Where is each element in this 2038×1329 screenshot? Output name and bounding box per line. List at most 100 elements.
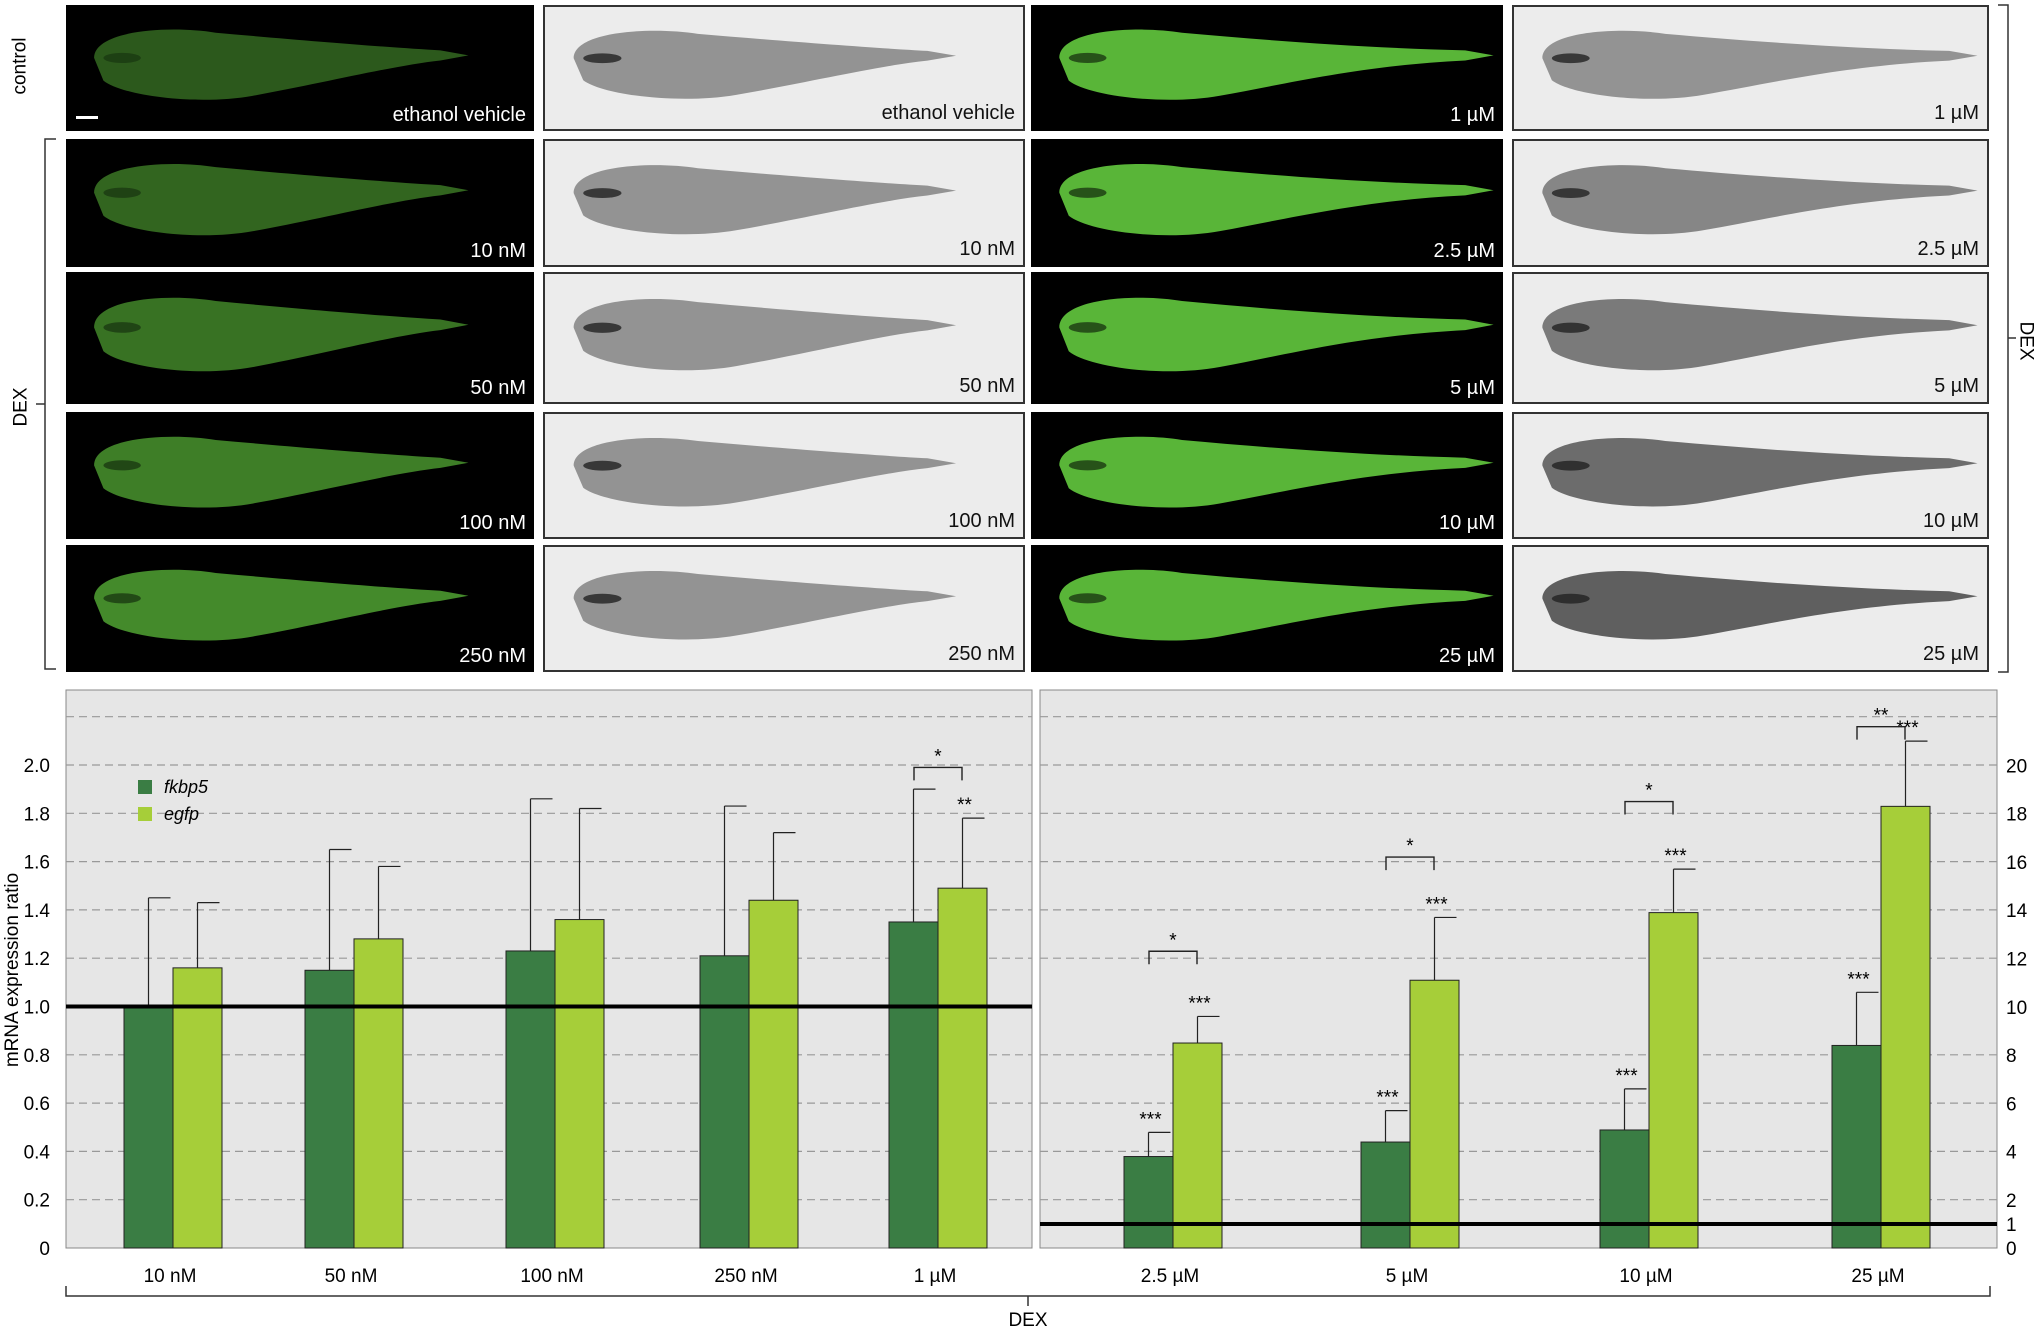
significance-label: *** <box>1896 718 1919 739</box>
bar-egfp <box>937 887 988 1249</box>
x-tick-label: 250 nM <box>714 1266 777 1287</box>
bar-fkbp5 <box>1831 1044 1882 1249</box>
bar-fkbp5 <box>1599 1129 1650 1249</box>
bar-fkbp5 <box>123 1006 174 1249</box>
y-tick-right: 4 <box>2006 1143 2017 1164</box>
fluorescence-image-r4c0: 250 nM <box>66 545 534 672</box>
image-label: 50 nM <box>959 375 1015 397</box>
x-tick-label: 50 nM <box>325 1266 378 1287</box>
bar-egfp <box>1648 912 1699 1249</box>
bracket-label: * <box>1645 781 1653 802</box>
significance-label: *** <box>1139 1109 1162 1130</box>
image-label: 10 nM <box>470 240 526 262</box>
y-tick-left: 1.0 <box>24 998 50 1019</box>
y-tick-left: 1.4 <box>24 901 51 922</box>
group-brackets <box>36 4 2016 673</box>
image-label: 25 µM <box>1439 645 1495 667</box>
y-tick-right: 14 <box>2006 901 2028 922</box>
significance-label: *** <box>1664 846 1687 867</box>
y-tick-left: 0.8 <box>24 1046 50 1067</box>
y-tick-left: 0.2 <box>24 1191 50 1212</box>
bar-fkbp5 <box>1123 1156 1174 1249</box>
significance-bracket <box>1856 725 1906 740</box>
dex-bottom-bracket <box>65 1286 1991 1306</box>
x-tick-label: 5 µM <box>1386 1266 1429 1287</box>
bar-egfp <box>748 899 799 1249</box>
x-tick-label: 10 µM <box>1619 1266 1672 1287</box>
control-label: control <box>9 37 31 95</box>
y-tick-right: 12 <box>2006 950 2027 971</box>
bar-fkbp5 <box>304 969 355 1249</box>
fluorescence-image-r2c2: 5 µM <box>1031 272 1503 404</box>
image-label: 5 µM <box>1450 377 1495 399</box>
significance-bracket <box>1385 856 1435 871</box>
significance-label: *** <box>1188 993 1211 1014</box>
bracket-label: * <box>934 746 942 767</box>
scale-bar <box>76 116 98 119</box>
legend-label-fkbp5: fkbp5 <box>164 777 209 797</box>
bar-fkbp5 <box>699 955 750 1249</box>
image-label: 10 µM <box>1439 512 1495 534</box>
image-label: 1 µM <box>1934 102 1979 124</box>
fluorescence-image-r3c0: 100 nM <box>66 412 534 539</box>
x-group-label: DEX <box>1008 1310 1047 1329</box>
bracket-label: ** <box>1874 706 1889 727</box>
y-tick-left: 1.6 <box>24 853 50 874</box>
image-label: 25 µM <box>1923 643 1979 665</box>
significance-label: *** <box>1376 1088 1399 1109</box>
x-tick-label: 2.5 µM <box>1141 1266 1199 1287</box>
significance-bracket <box>1148 950 1198 965</box>
y-axis-label: mRNA expression ratio <box>2 873 23 1067</box>
image-label: 250 nM <box>948 643 1015 665</box>
image-label: 10 µM <box>1923 510 1979 532</box>
dex-right-label: DEX <box>2015 321 2037 361</box>
image-label: 2.5 µM <box>1433 240 1495 262</box>
y-tick-left: 0.6 <box>24 1094 50 1115</box>
y-tick-right: 18 <box>2006 805 2027 826</box>
significance-label: *** <box>1615 1066 1638 1087</box>
image-label: 2.5 µM <box>1917 238 1979 260</box>
bar-fkbp5 <box>505 950 556 1249</box>
image-label: ethanol vehicle <box>392 104 526 126</box>
bar-egfp <box>1172 1042 1223 1249</box>
brightfield-image-r2c1: 50 nM <box>543 272 1025 404</box>
significance-label: *** <box>1847 969 1870 990</box>
image-label: ethanol vehicle <box>881 102 1015 124</box>
y-tick-right: 6 <box>2006 1094 2017 1115</box>
bar-fkbp5 <box>888 921 939 1249</box>
x-tick-label: 10 nM <box>144 1266 197 1287</box>
bracket-label: * <box>1406 836 1414 857</box>
y-tick-right: 0 <box>2006 1239 2017 1260</box>
y-tick-left: 0 <box>39 1239 50 1260</box>
bar-fkbp5 <box>1360 1141 1411 1249</box>
significance-bracket <box>1624 800 1674 815</box>
y-tick-right: 20 <box>2006 756 2027 777</box>
legend-label-egfp: egfp <box>164 804 199 824</box>
dex-left-bracket <box>36 138 56 670</box>
bar-egfp <box>554 919 605 1249</box>
y-tick-left: 1.2 <box>24 949 50 970</box>
fluorescence-image-r0c2: 1 µM <box>1031 5 1503 131</box>
legend-swatch-fkbp5 <box>138 780 152 794</box>
brightfield-image-r0c3: 1 µM <box>1512 5 1989 131</box>
bar-egfp <box>353 938 404 1249</box>
image-label: 5 µM <box>1934 375 1979 397</box>
y-tick-left: 1.8 <box>24 804 50 825</box>
y-tick-left: 0.4 <box>24 1142 51 1163</box>
y-tick-right: 8 <box>2006 1046 2017 1067</box>
y-tick-right: 16 <box>2006 853 2027 874</box>
image-label: 1 µM <box>1450 104 1495 126</box>
fluorescence-image-r0c0: ethanol vehicle <box>66 5 534 131</box>
fluorescence-image-r2c0: 50 nM <box>66 272 534 404</box>
bar-egfp <box>1880 805 1931 1249</box>
brightfield-image-r2c3: 5 µM <box>1512 272 1989 404</box>
image-panel: ethanol vehicle ethanol vehicle 1 µM 1 µM 10… <box>9 4 2037 673</box>
brightfield-image-r4c3: 25 µM <box>1512 545 1989 672</box>
brightfield-image-r3c3: 10 µM <box>1512 412 1989 539</box>
image-label: 10 nM <box>959 238 1015 260</box>
brightfield-image-r3c1: 100 nM <box>543 412 1025 539</box>
legend-swatch-egfp <box>138 807 152 821</box>
dex-left-label: DEX <box>10 387 32 427</box>
y-tick-right: 10 <box>2006 998 2027 1019</box>
significance-label: *** <box>1425 894 1448 915</box>
